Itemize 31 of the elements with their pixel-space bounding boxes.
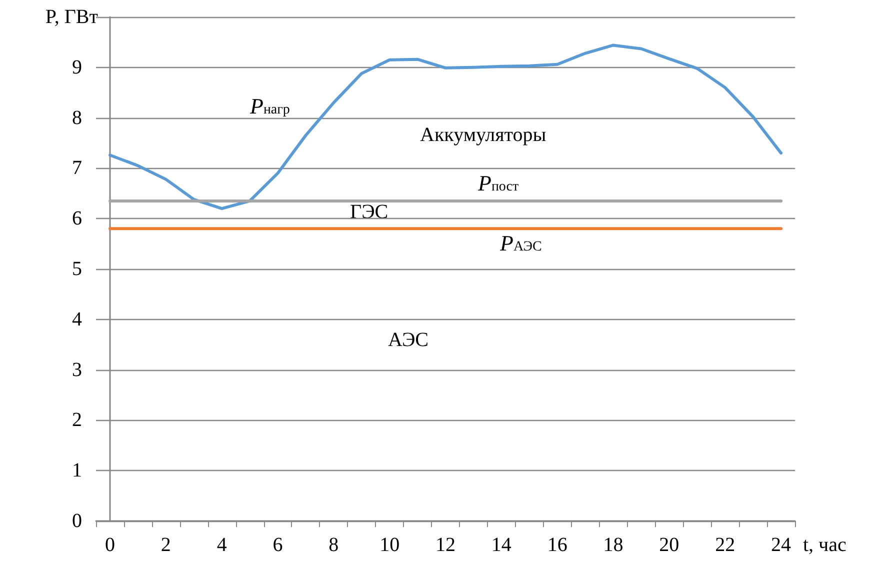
y-tick-label: 7 xyxy=(72,157,82,180)
x-tick-label: 4 xyxy=(216,534,227,556)
annotation: Аккумуляторы xyxy=(420,124,546,146)
y-tick-label: 3 xyxy=(72,358,82,381)
y-tick-label: 9 xyxy=(72,56,82,78)
y-tick-label: 6 xyxy=(72,208,82,230)
annotation: АЭС xyxy=(388,329,428,351)
y-tick-label: 1 xyxy=(72,460,82,482)
x-tick-label: 22 xyxy=(715,534,736,556)
annotation: ГЭС xyxy=(350,201,388,223)
x-tick-label: 10 xyxy=(380,534,400,556)
x-tick-label: 18 xyxy=(603,534,624,556)
y-tick-label: 8 xyxy=(72,106,82,129)
x-tick-label: 2 xyxy=(160,534,171,556)
x-tick-label: 8 xyxy=(328,534,339,556)
y-axis-title: P, ГВт xyxy=(45,6,98,28)
y-tick-label: 4 xyxy=(72,308,82,330)
x-tick-label: 0 xyxy=(104,534,115,556)
x-tick-label: 24 xyxy=(771,534,792,556)
x-tick-label: 6 xyxy=(272,534,283,556)
x-tick-label: 20 xyxy=(659,534,680,556)
x-axis-title: t, час xyxy=(803,534,846,556)
x-tick-label: 14 xyxy=(491,534,512,556)
x-tick-label: 12 xyxy=(436,534,456,556)
x-tick-label: 16 xyxy=(547,534,568,556)
y-tick-label: 2 xyxy=(72,409,82,432)
y-tick-label: 5 xyxy=(72,258,82,280)
annotation: PАЭС xyxy=(499,230,542,256)
annotation: Pнагр xyxy=(249,94,290,118)
annotation: Pпост xyxy=(477,170,519,196)
y-tick-label: 0 xyxy=(72,510,82,532)
